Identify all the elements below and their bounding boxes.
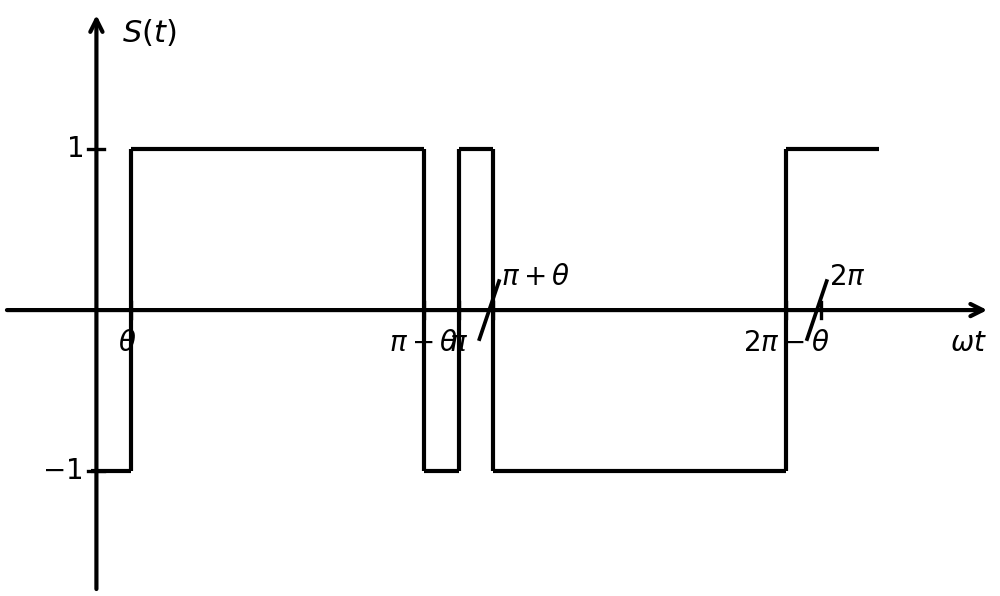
Text: $2\pi-\theta$: $2\pi-\theta$	[743, 330, 830, 358]
Text: $\pi+\theta$: $\pi+\theta$	[501, 263, 571, 291]
Text: $-1$: $-1$	[42, 457, 83, 485]
Text: $\pi$: $\pi$	[449, 330, 468, 358]
Text: $2\pi$: $2\pi$	[829, 263, 866, 291]
Text: $\theta$: $\theta$	[118, 330, 137, 358]
Text: $1$: $1$	[66, 135, 83, 163]
Text: $\pi-\theta$: $\pi-\theta$	[389, 330, 459, 358]
Text: $\omega t$: $\omega t$	[950, 330, 987, 358]
Text: $S(t)$: $S(t)$	[122, 17, 176, 48]
